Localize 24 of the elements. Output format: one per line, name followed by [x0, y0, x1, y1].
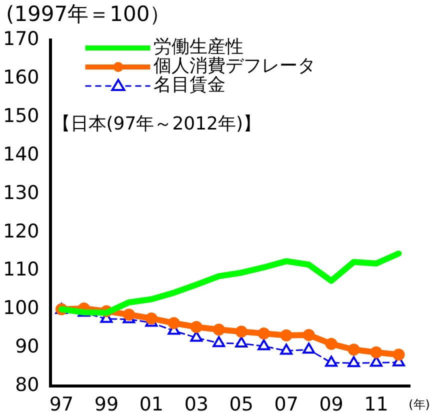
y-tick-label: 80: [15, 374, 40, 396]
x-tick-label: 03: [184, 394, 208, 416]
y-tick-label: 110: [3, 258, 40, 281]
y-tick-label: 90: [15, 336, 40, 358]
y-tick-label: 120: [3, 220, 40, 242]
x-axis-title: (年): [408, 397, 430, 412]
legend-label: 名目賃金: [153, 74, 226, 96]
x-tick-label: 09: [319, 394, 344, 416]
y-tick-label: 150: [3, 104, 40, 127]
y-tick-label: 100: [3, 297, 40, 320]
y-tick-label: 170: [3, 28, 40, 50]
y-tick-label: 140: [3, 143, 40, 166]
legend-label: 個人消費デフレータ: [153, 56, 316, 77]
x-tick-label: 05: [229, 394, 254, 416]
x-tick-label: 01: [139, 394, 164, 416]
legend-label: 労働生産性: [153, 36, 244, 58]
x-tick-label: 11: [364, 394, 388, 416]
annotation: 【日本(97年～2012年)】: [52, 114, 262, 135]
y-tick-label: 130: [3, 182, 40, 204]
x-tick-label: 07: [274, 394, 298, 416]
chart-title: (1997年＝100）: [6, 1, 171, 28]
y-tick-label: 160: [3, 66, 40, 88]
x-tick-label: 99: [94, 394, 119, 416]
x-tick-label: 97: [49, 394, 74, 416]
